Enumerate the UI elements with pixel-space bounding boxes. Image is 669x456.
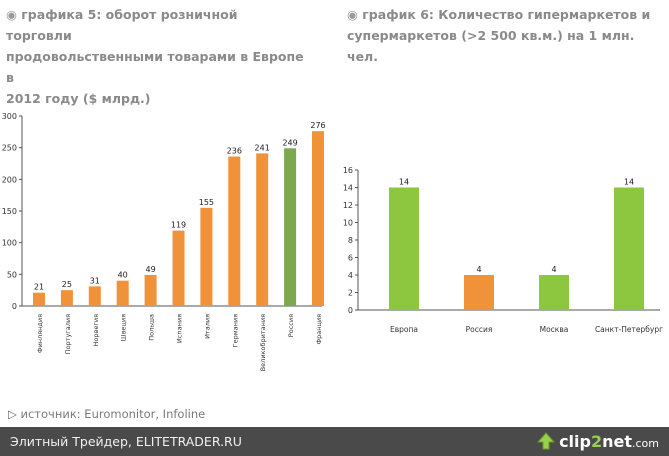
chart5-value-label: 155 — [199, 198, 214, 207]
chart5-x-tick-label: Польша — [148, 314, 156, 341]
chart5-title-line-1: ◉ графика 5: оборот розничной торговли — [6, 4, 306, 46]
brand-clip: clip — [559, 431, 591, 451]
chart6-value-label: 4 — [476, 265, 481, 274]
chart5-y-tick-label: 100 — [2, 239, 17, 248]
chart5-bar — [144, 274, 157, 306]
chart5-y-tick-label: 0 — [12, 302, 17, 311]
source-text: источник: Euromonitor, Infoline — [20, 407, 206, 421]
chart5-bar — [172, 230, 185, 306]
chart6-value-label: 14 — [624, 178, 634, 187]
chart6-bar — [464, 275, 494, 310]
chart6-y-tick-label: 8 — [348, 236, 353, 245]
chart6-x-tick-label: Европа — [390, 325, 418, 334]
chart6-y-tick-label: 12 — [343, 201, 353, 210]
chart5-y-tick-label: 250 — [2, 144, 17, 153]
chart5-x-tick-label: Россия — [287, 314, 295, 337]
title-bullet-icon: ◉ — [6, 7, 17, 22]
chart5-value-label: 241 — [255, 143, 270, 152]
chart5-bar — [60, 290, 73, 306]
chart5-value-label: 31 — [90, 276, 100, 285]
chart6-bar — [614, 187, 644, 310]
chart6-x-tick-label: Москва — [540, 325, 569, 334]
chart5-title-line-2: продовольственными товарами в Европе в — [6, 49, 304, 85]
chart5-x-tick-label: Франция — [315, 314, 323, 345]
chart6-title-text-1: график 6: Количество гипермаркетов и — [362, 7, 651, 22]
source-note: ▷ источник: Euromonitor, Infoline — [8, 407, 205, 421]
chart5-title: ◉ графика 5: оборот розничной торговли п… — [6, 4, 306, 109]
chart5-x-tick-label: Великобритания — [259, 314, 267, 371]
chart6-y-tick-label: 2 — [348, 289, 353, 298]
brand-num: 2 — [590, 431, 603, 451]
chart5-y-tick-label: 150 — [2, 207, 17, 216]
chart5-value-label: 249 — [282, 138, 297, 147]
chart5-x-tick-label: Германия — [231, 314, 239, 347]
chart6-bar — [389, 187, 419, 310]
chart6-bar — [539, 275, 569, 310]
chart6-y-tick-label: 10 — [343, 219, 353, 228]
chart5-bar — [200, 207, 213, 306]
chart5-x-tick-label: Испания — [176, 314, 184, 343]
chart5-x-tick-label: Швеция — [120, 314, 128, 341]
charts-canvas: 05010015020025030021Финляндия25Португали… — [2, 112, 663, 371]
chart5-bar — [116, 280, 129, 306]
chart5-value-label: 25 — [62, 280, 72, 289]
chart5-bar — [33, 292, 45, 306]
brand-dom: .com — [632, 436, 659, 450]
brand-net: net — [602, 431, 632, 451]
chart6-value-label: 4 — [551, 265, 556, 274]
footer-bar: Элитный Трейдер, ELITETRADER.RU clip2net… — [0, 427, 669, 456]
chart5-x-tick-label: Португалия — [64, 314, 72, 354]
chart5-y-tick-label: 200 — [2, 175, 17, 184]
chart5-bar — [284, 148, 297, 306]
chart6-y-tick-label: 0 — [348, 306, 353, 315]
chart5-x-tick-label: Италия — [203, 314, 211, 339]
chart6-value-label: 14 — [399, 178, 409, 187]
chart6-y-tick-label: 6 — [348, 254, 353, 263]
chart6-title: ◉ график 6: Количество гипермаркетов и с… — [347, 4, 667, 67]
chart5-value-label: 236 — [227, 147, 242, 156]
chart5-title-line-3: 2012 году ($ млрд.) — [6, 91, 151, 106]
title-bullet-icon: ◉ — [347, 7, 358, 22]
chart5-x-tick-label: Финляндия — [36, 314, 44, 353]
chart6-title-line-1: ◉ график 6: Количество гипермаркетов и — [347, 4, 667, 25]
chart5-bar — [256, 153, 269, 306]
clip2net-logo[interactable]: clip2net.com — [537, 430, 659, 452]
chart5-title-text-1: графика 5: оборот розничной торговли — [6, 7, 238, 43]
chart5-y-tick-label: 300 — [2, 112, 17, 121]
clip2net-brand: clip2net.com — [559, 432, 659, 451]
chart6-y-tick-label: 14 — [343, 184, 353, 193]
chart6-y-tick-label: 4 — [348, 271, 353, 280]
chart6-x-tick-label: Россия — [466, 325, 493, 334]
chart5-bar — [312, 131, 324, 306]
chart5-bar — [228, 156, 241, 306]
chart5-value-label: 119 — [171, 221, 186, 230]
chart5-y-tick-label: 50 — [7, 270, 17, 279]
chart5-x-tick-label: Норвегия — [92, 314, 100, 346]
chart6-y-tick-label: 16 — [343, 166, 353, 175]
chart6-title-line-2: супермаркетов (>2 500 кв.м.) на 1 млн. ч… — [347, 28, 635, 64]
chart5-value-label: 40 — [118, 271, 128, 280]
upload-arrow-icon — [537, 432, 556, 450]
chart5-value-label: 276 — [310, 121, 325, 130]
footer-text: Элитный Трейдер, ELITETRADER.RU — [10, 434, 242, 449]
chart5-bar — [88, 286, 101, 306]
chart5-value-label: 49 — [146, 265, 156, 274]
chart5-value-label: 21 — [34, 283, 44, 292]
source-arrow-icon: ▷ — [8, 407, 17, 421]
chart6-x-tick-label: Санкт-Петербург — [595, 325, 663, 334]
